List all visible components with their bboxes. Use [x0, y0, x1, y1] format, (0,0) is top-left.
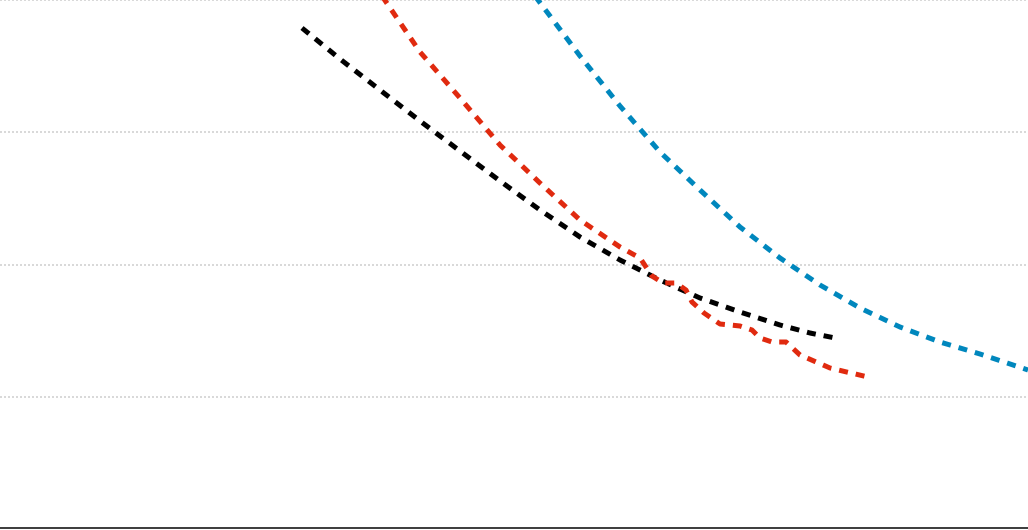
series-line-2 — [534, 0, 1028, 373]
series-line-0 — [300, 26, 841, 342]
gridlines — [0, 0, 1028, 398]
series-line-1 — [381, 0, 873, 381]
series-lines — [300, 0, 1028, 381]
